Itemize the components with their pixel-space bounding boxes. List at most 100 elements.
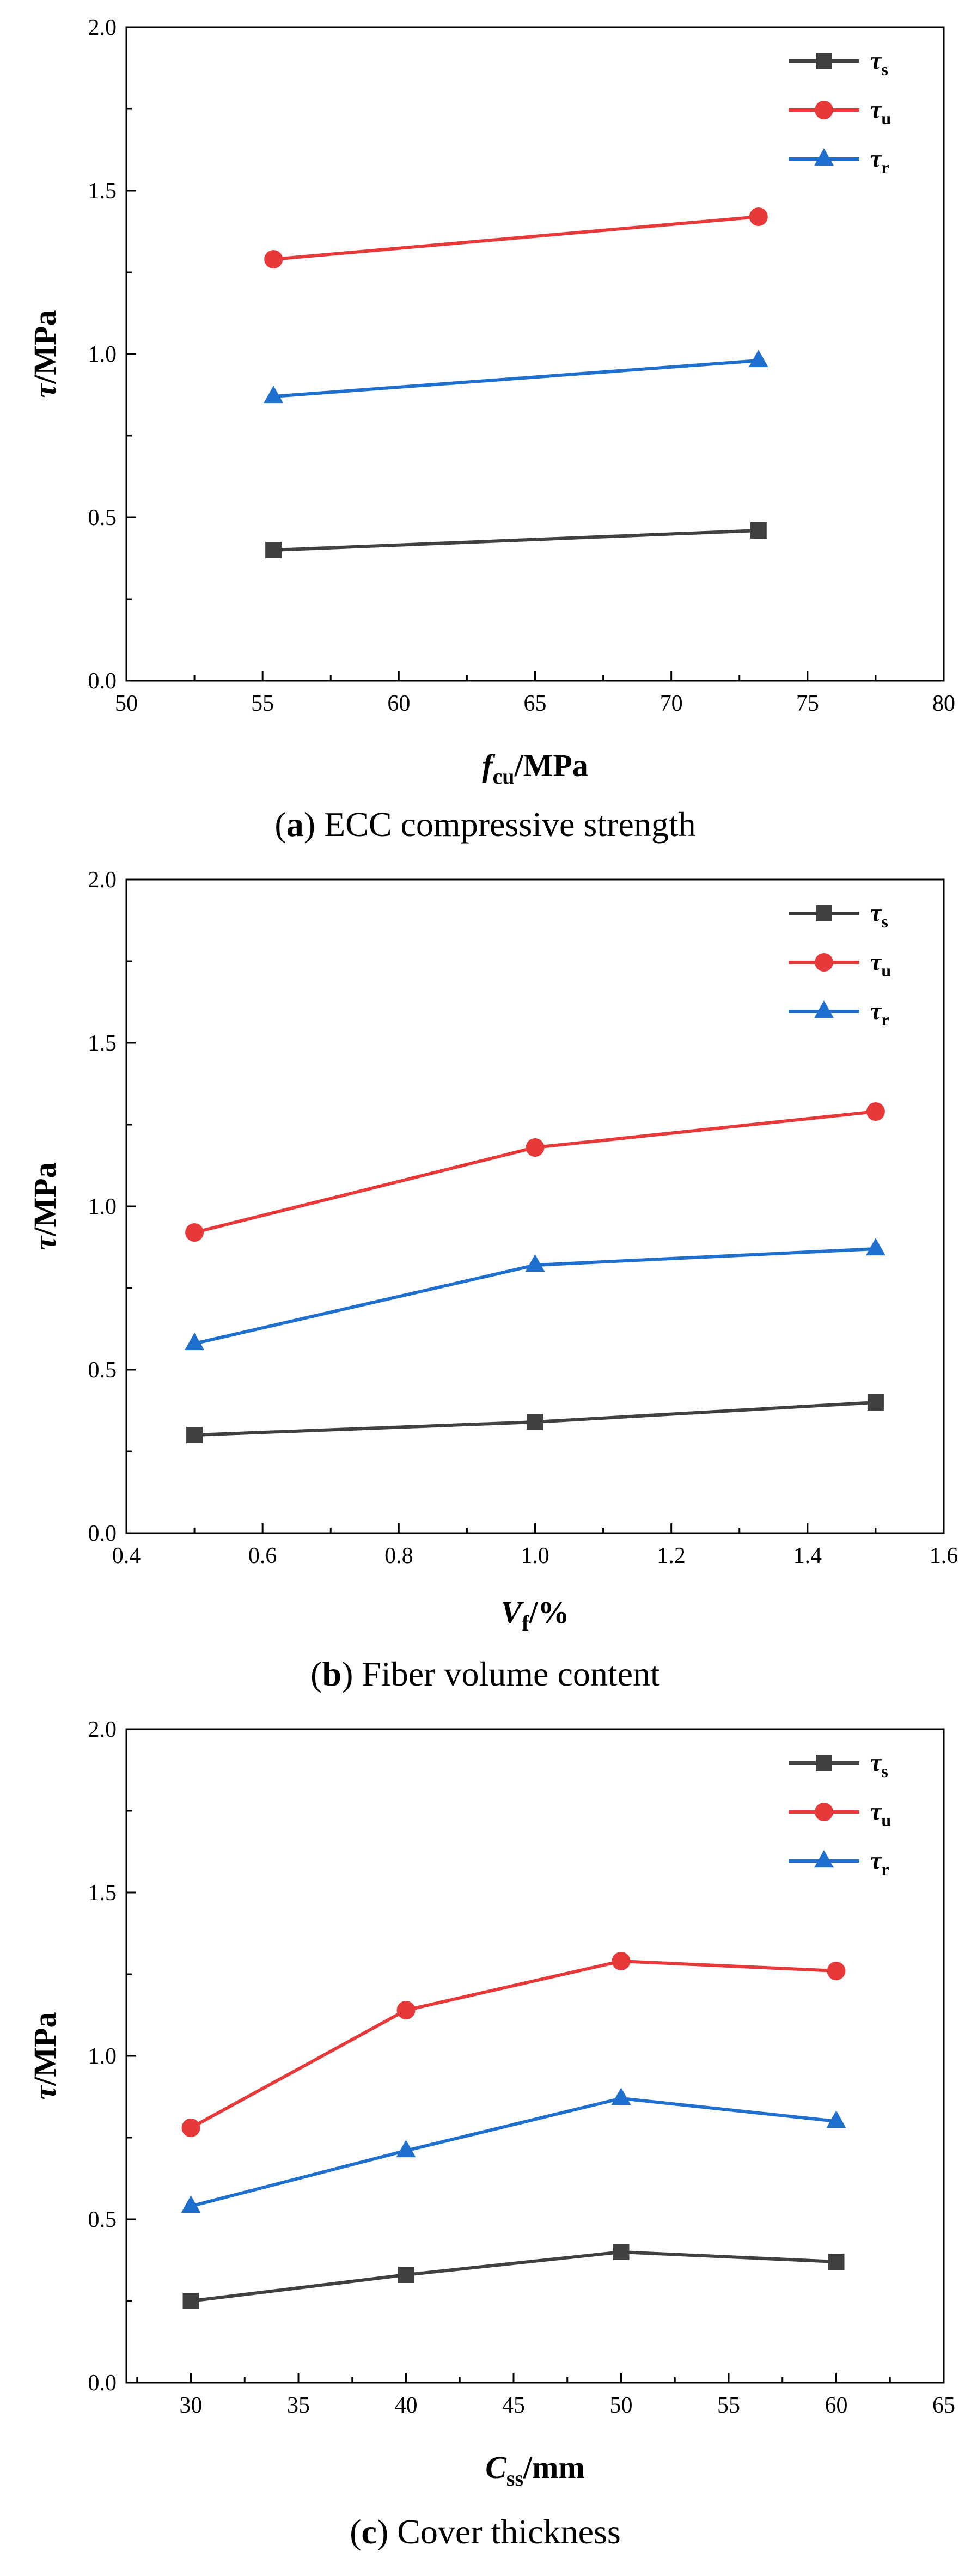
x-tick-label: 60 — [825, 2393, 848, 2418]
legend-marker — [815, 101, 833, 119]
legend-marker — [814, 1000, 834, 1018]
legend-entry-s: τs — [789, 46, 888, 79]
series-line-s — [191, 2250, 836, 2303]
y-tick-label: 0.0 — [88, 1521, 117, 1546]
data-point-r — [264, 386, 284, 404]
figure-caption: (c) Cover thickness — [350, 2512, 621, 2551]
series-r — [264, 350, 768, 404]
legend-marker — [816, 905, 832, 921]
x-tick-label: 70 — [660, 691, 683, 716]
series-u — [264, 207, 768, 268]
series-line-r — [190, 2096, 836, 2208]
data-point-s — [867, 1394, 884, 1411]
y-tick-label: 0.0 — [88, 2371, 117, 2396]
data-point-u — [181, 2119, 200, 2137]
data-point-u — [185, 1223, 204, 1242]
data-point-u — [612, 1952, 631, 1970]
legend-marker — [816, 1755, 832, 1771]
legend-label: τs — [870, 46, 888, 79]
x-axis-title: Css/mm — [485, 2450, 585, 2490]
chart-panel-c: 30 35 40 45 50 55 60 65 0.0 0.5 1.0 1.5 2.0 τ/MPa Css/… — [27, 1717, 955, 2551]
x-tick-label: 30 — [180, 2393, 203, 2418]
data-point-s — [828, 2254, 845, 2270]
legend-marker — [816, 53, 832, 69]
chart-panel-b: 0.4 0.6 0.8 1.0 1.2 1.4 1.6 0.0 0.5 1.0 1.5 2.0 τ/MP… — [27, 868, 958, 1693]
series-u — [185, 1102, 885, 1242]
legend-label: τr — [870, 997, 889, 1029]
legend-marker — [815, 1803, 833, 1821]
legend-label: τu — [870, 1797, 891, 1830]
legend-entry-s: τs — [789, 1748, 888, 1781]
plot-frame — [125, 1728, 945, 2384]
x-tick-label: 45 — [502, 2393, 525, 2418]
legend-entry-u: τu — [789, 95, 891, 128]
data-point-u — [526, 1138, 545, 1157]
legend-entry-r: τr — [789, 997, 889, 1029]
y-tick-label: 2.0 — [88, 1717, 117, 1742]
series-s — [186, 1394, 884, 1443]
series-line-u — [194, 1110, 876, 1234]
x-tick-label: 1.6 — [930, 1543, 958, 1568]
legend-label: τu — [870, 948, 891, 980]
series-s — [265, 522, 767, 558]
series-line-s — [273, 529, 759, 552]
data-point-r — [396, 2140, 416, 2158]
x-tick-label: 1.2 — [657, 1543, 686, 1568]
legend-entry-u: τu — [789, 948, 891, 980]
legend-entry-s: τs — [789, 899, 888, 931]
data-point-s — [398, 2267, 414, 2283]
x-tick-label: 1.4 — [793, 1543, 822, 1568]
y-tick-label: 1.0 — [88, 1194, 117, 1219]
data-point-r — [611, 2087, 631, 2105]
legend-label: τr — [870, 144, 889, 177]
data-point-s — [265, 542, 282, 558]
legend-label: τs — [870, 1748, 888, 1781]
data-point-u — [866, 1102, 885, 1121]
data-point-s — [527, 1414, 543, 1430]
x-tick-label: 40 — [395, 2393, 418, 2418]
legend-marker — [815, 953, 833, 972]
data-point-s — [182, 2293, 199, 2309]
legend-marker — [814, 1850, 834, 1868]
data-point-r — [865, 1238, 885, 1256]
series-r — [185, 1238, 885, 1351]
y-axis-title: τ/MPa — [27, 310, 63, 398]
data-point-r — [826, 2110, 846, 2128]
y-tick-label: 0.0 — [88, 669, 117, 694]
legend-marker — [814, 148, 834, 166]
x-tick-label: 35 — [287, 2393, 310, 2418]
series-line-r — [273, 359, 759, 398]
figure-caption: (a) ECC compressive strength — [274, 805, 695, 844]
y-tick-label: 1.5 — [88, 179, 117, 204]
chart-panel-a: 50 55 60 65 70 75 80 0.0 0.5 1.0 1.5 2.0 τ/MPa fcu/MP… — [27, 15, 955, 844]
data-point-u — [396, 2001, 416, 2019]
data-point-s — [750, 522, 767, 539]
data-point-r — [185, 1333, 205, 1351]
plot-frame — [125, 26, 945, 682]
legend-label: τr — [870, 1846, 889, 1879]
data-point-u — [827, 1962, 846, 1980]
data-point-r — [181, 2195, 201, 2213]
x-tick-label: 55 — [717, 2393, 740, 2418]
y-axis-title: τ/MPa — [27, 2012, 63, 2099]
y-tick-label: 1.5 — [88, 1031, 117, 1056]
series-line-u — [273, 215, 759, 261]
series-u — [181, 1952, 846, 2137]
x-tick-label: 50 — [610, 2393, 633, 2418]
x-tick-label: 75 — [796, 691, 819, 716]
plot-frame — [125, 878, 945, 1534]
data-point-u — [264, 250, 283, 268]
y-tick-label: 1.0 — [88, 342, 117, 367]
legend-entry-u: τu — [789, 1797, 891, 1830]
x-tick-label: 0.6 — [248, 1543, 277, 1568]
x-tick-label: 50 — [115, 691, 138, 716]
legend-label: τu — [870, 95, 891, 128]
x-tick-label: 0.4 — [112, 1543, 141, 1568]
x-tick-label: 80 — [932, 691, 955, 716]
data-point-u — [749, 207, 768, 226]
y-tick-label: 2.0 — [88, 868, 117, 893]
y-tick-label: 1.5 — [88, 1881, 117, 1906]
x-axis-title: Vf/% — [500, 1595, 569, 1635]
data-point-r — [525, 1254, 545, 1272]
y-tick-label: 0.5 — [88, 1358, 117, 1383]
